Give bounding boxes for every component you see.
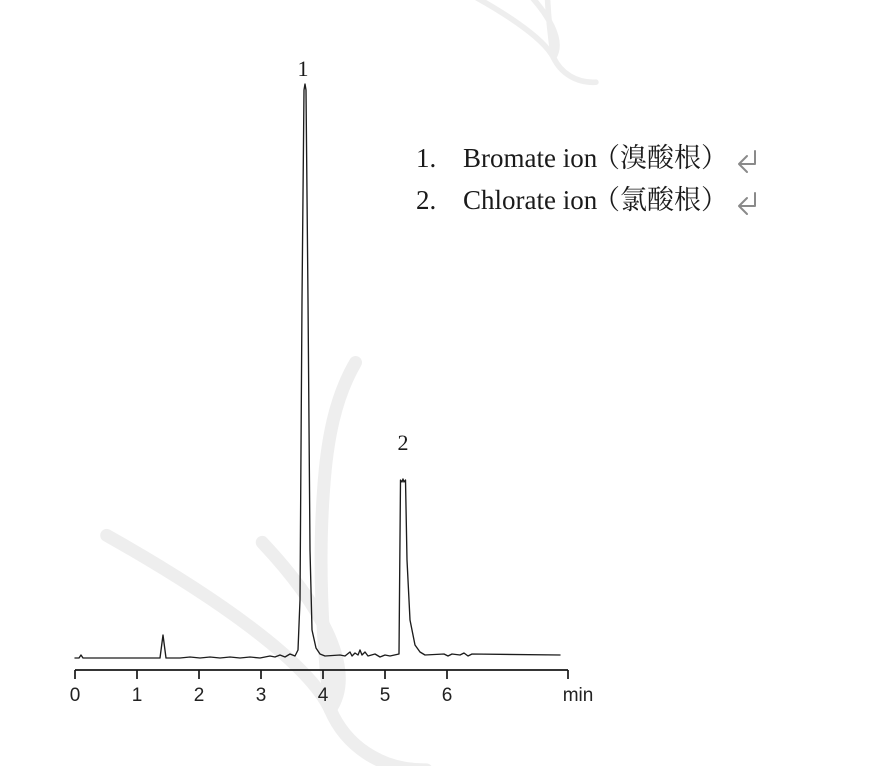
- svg-text:2: 2: [194, 685, 205, 706]
- svg-text:4: 4: [318, 685, 329, 706]
- svg-text:2.: 2.: [416, 185, 436, 215]
- svg-text:min: min: [563, 685, 594, 706]
- svg-text:2: 2: [398, 430, 409, 455]
- svg-text:0: 0: [70, 685, 81, 706]
- svg-text:1: 1: [132, 685, 143, 706]
- svg-text:Chlorate ion: Chlorate ion: [463, 185, 598, 215]
- svg-text:5: 5: [380, 685, 391, 706]
- svg-text:1: 1: [298, 56, 309, 81]
- svg-text:Bromate ion: Bromate ion: [463, 143, 598, 173]
- svg-text:1.: 1.: [416, 143, 436, 173]
- svg-text:（溴酸根）: （溴酸根）: [593, 136, 728, 175]
- svg-text:3: 3: [256, 685, 267, 706]
- svg-text:6: 6: [442, 685, 453, 706]
- svg-text:（氯酸根）: （氯酸根）: [593, 178, 728, 217]
